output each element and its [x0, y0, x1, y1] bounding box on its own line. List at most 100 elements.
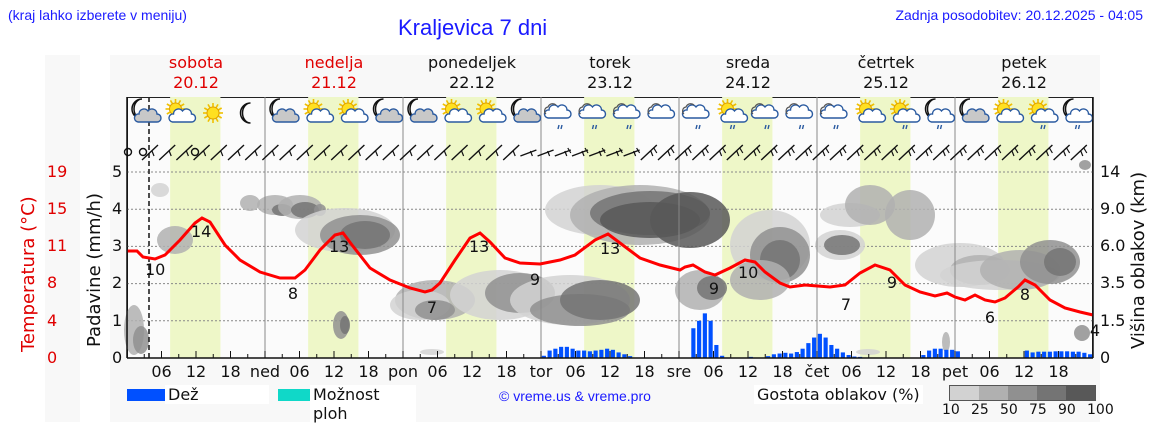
day-date: 26.12 — [1001, 73, 1047, 92]
cloud-height-tick: 14 — [1100, 162, 1121, 181]
moon-cloud-icon — [372, 98, 404, 123]
day-date: 20.12 — [173, 73, 219, 92]
day-date: 22.12 — [449, 73, 495, 92]
temp-tick: 0 — [47, 348, 58, 367]
cloud-density-scale — [949, 385, 1096, 401]
weather-icons-row — [131, 98, 1094, 130]
precip-tick: 3 — [112, 236, 123, 255]
cloud-height-tick: 1.5 — [1100, 311, 1126, 330]
temp-value-label: 10 — [738, 263, 759, 282]
cloud-rain-icon — [612, 103, 641, 130]
last-update: Zadnja posodobitev: 20.12.2025 - 04:05 — [895, 7, 1143, 23]
density-tick: 75 — [1029, 402, 1047, 418]
shower-legend-swatch — [278, 389, 310, 401]
temp-value-label: 9 — [886, 273, 898, 292]
temp-tick: 4 — [47, 311, 58, 330]
sun-cloud-icon — [855, 99, 887, 123]
temp-value-label: 8 — [287, 284, 299, 303]
sun-cloud-rain-icon — [1028, 99, 1059, 130]
temp-tick: 8 — [47, 273, 58, 292]
sun-cloud-icon — [303, 99, 335, 123]
sun-icon — [203, 103, 223, 123]
x-tick-label: 06 — [565, 362, 586, 381]
x-tick-label: 12 — [461, 362, 483, 381]
x-tick-label: 18 — [634, 362, 655, 381]
precipitation-bars — [541, 313, 1093, 358]
temp-tick: 11 — [47, 236, 68, 255]
density-swatch — [950, 386, 979, 400]
temp-tick: 19 — [47, 162, 68, 181]
day-name: torek — [589, 53, 631, 72]
x-tick-label: pet — [941, 362, 969, 381]
day-separators — [264, 97, 956, 358]
x-tick-label: 06 — [841, 362, 862, 381]
cloud-height-tick: 6.0 — [1100, 236, 1126, 255]
day-name: ponedeljek — [428, 53, 516, 72]
precip-tick: 5 — [112, 162, 123, 181]
density-tick: 25 — [971, 402, 989, 418]
day-name: petek — [1001, 53, 1047, 72]
cloud-density-blobs — [124, 160, 1091, 355]
rain-legend-label: Dež — [165, 385, 269, 404]
x-tick-label: čet — [804, 362, 830, 381]
moon-cloud-icon — [510, 98, 542, 123]
moon-cloud-rain-icon — [924, 98, 956, 130]
temp-value-label: 6 — [984, 308, 996, 327]
day-date: 21.12 — [311, 73, 357, 92]
temp-value-label: 8 — [1019, 285, 1031, 304]
density-tick: 100 — [1087, 402, 1114, 418]
page-title: Kraljevica 7 dni — [398, 15, 548, 40]
day-date: 25.12 — [863, 73, 909, 92]
shower-legend-label: Možnost ploh — [310, 385, 416, 423]
temp-value-label: 13 — [469, 237, 490, 256]
x-tick-label: 12 — [185, 362, 207, 381]
cloud-height-tick: 0 — [1100, 348, 1111, 367]
x-tick-label: 18 — [220, 362, 241, 381]
temp-value-label: 13 — [600, 239, 621, 258]
x-tick-label: 06 — [703, 362, 724, 381]
x-tick-label: 18 — [910, 362, 931, 381]
day-date: 23.12 — [587, 73, 633, 92]
moon-cloud-icon — [407, 98, 438, 123]
temp-value-label: 7 — [426, 298, 438, 317]
x-tick-label: 18 — [1048, 362, 1069, 381]
sun-cloud-icon — [476, 99, 507, 123]
copyright-link[interactable]: © vreme.us & vreme.pro — [499, 388, 651, 404]
rain-legend-swatch — [127, 389, 175, 401]
sun-cloud-icon — [338, 99, 369, 123]
temp-axis-panel — [45, 55, 80, 422]
precip-tick: 1 — [112, 311, 123, 330]
x-tick-label: 12 — [737, 362, 759, 381]
x-tick-label: 18 — [496, 362, 517, 381]
moon-cloud-icon — [131, 98, 162, 123]
moon-cloud-icon — [269, 98, 300, 123]
moon-icon — [239, 102, 251, 124]
x-tick-label: ned — [249, 362, 281, 381]
x-tick-label: 12 — [323, 362, 345, 381]
day-name: nedelja — [304, 53, 364, 72]
density-swatch — [1037, 386, 1066, 400]
density-tick: 10 — [942, 402, 960, 418]
cloud-height-axis-label: Višina oblakov (km) — [1128, 171, 1149, 349]
cloud-rain-icon — [681, 103, 710, 130]
moon-cloud-icon — [959, 98, 990, 123]
day-name: četrtek — [857, 53, 915, 72]
density-tick: 50 — [1000, 402, 1018, 418]
day-name: sobota — [168, 53, 224, 72]
x-tick-label: 06 — [151, 362, 172, 381]
temperature-axis-label: Temperatura (°C) — [18, 196, 39, 352]
moon-cloud-rain-icon — [1062, 98, 1094, 130]
x-tick-label: tor — [529, 362, 553, 381]
cloud-height-tick: 9.0 — [1100, 199, 1126, 218]
sun-cloud-icon — [165, 99, 197, 123]
temp-value-label: 10 — [145, 260, 166, 279]
x-tick-label: 12 — [1013, 362, 1035, 381]
sun-cloud-icon — [441, 99, 473, 123]
x-tick-label: sre — [666, 362, 692, 381]
sun-cloud-rain-icon — [890, 99, 921, 130]
temp-value-label: 4 — [1089, 321, 1101, 340]
temp-value-label: 7 — [840, 295, 852, 314]
temp-value-label: 13 — [329, 237, 350, 256]
region-hint-link[interactable]: (kraj lahko izberete v meniju) — [8, 7, 187, 23]
